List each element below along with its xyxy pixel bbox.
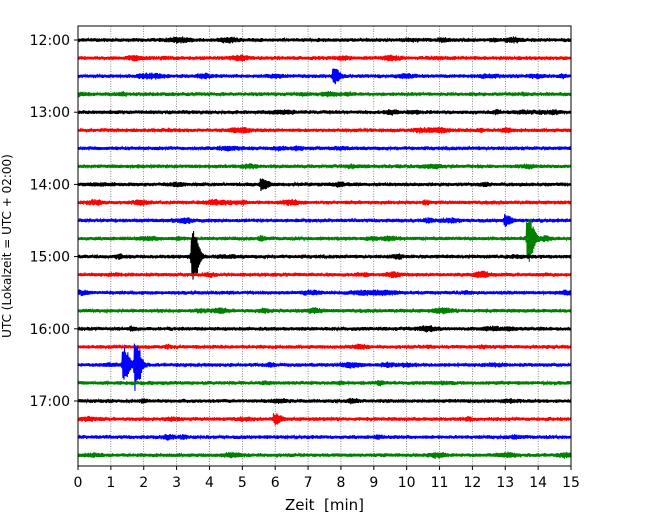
x-tick-label: 12 [463, 475, 481, 491]
y-axis-label: UTC (Lokalzeit = UTC + 02:00) [0, 154, 14, 338]
x-tick-label: 15 [562, 475, 580, 491]
traces [77, 36, 572, 459]
y-tick-label: 14:00 [30, 177, 70, 193]
trace-line [77, 270, 572, 279]
trace-line [77, 54, 572, 62]
y-tick-label: 17:00 [30, 394, 70, 410]
x-axis-label: Zeit [min] [285, 496, 364, 514]
trace-line [77, 213, 572, 228]
x-tick-label: 5 [238, 475, 247, 491]
x-tick-label: 3 [172, 475, 181, 491]
trace-line [77, 289, 572, 297]
trace-line [77, 343, 572, 351]
y-axis-ticks: 12:00 13:00 14:00 15:00 16:00 17:00 [30, 33, 78, 410]
trace-line [77, 451, 572, 459]
y-tick-label: 15:00 [30, 250, 70, 266]
trace-line [77, 36, 572, 44]
x-tick-label: 10 [398, 475, 416, 491]
x-tick-label: 9 [369, 475, 378, 491]
y-tick-label: 13:00 [30, 105, 70, 121]
y-tick-label: 12:00 [30, 33, 70, 49]
x-tick-label: 7 [304, 475, 313, 491]
trace-line [77, 178, 572, 192]
x-tick-label: 14 [529, 475, 547, 491]
trace-line [77, 126, 572, 134]
y-tick-label: 16:00 [30, 322, 70, 338]
trace-line [77, 397, 572, 405]
x-tick-label: 8 [336, 475, 345, 491]
x-tick-label: 13 [496, 475, 514, 491]
trace-line [77, 218, 572, 262]
plot-frame [77, 25, 572, 467]
x-tick-label: 6 [271, 475, 280, 491]
trace-line [77, 433, 572, 441]
x-tick-label: 1 [106, 475, 115, 491]
x-tick-label: 11 [431, 475, 449, 491]
trace-line [77, 145, 572, 152]
trace-line [77, 162, 572, 170]
trace-line [77, 343, 572, 391]
grid-lines [110, 26, 539, 466]
trace-line [77, 379, 572, 387]
trace-line [77, 68, 572, 85]
trace-line [77, 307, 572, 315]
x-tick-label: 2 [139, 475, 148, 491]
trace-line [77, 108, 572, 116]
trace-line [77, 90, 572, 98]
trace-line [77, 231, 572, 280]
x-tick-label: 0 [74, 475, 83, 491]
x-axis-ticks: 0 1 2 3 4 5 6 7 8 9 10 11 12 13 14 15 [74, 466, 580, 491]
trace-line [77, 413, 572, 426]
trace-line [77, 325, 572, 333]
trace-line [77, 198, 572, 206]
x-tick-label: 4 [205, 475, 214, 491]
